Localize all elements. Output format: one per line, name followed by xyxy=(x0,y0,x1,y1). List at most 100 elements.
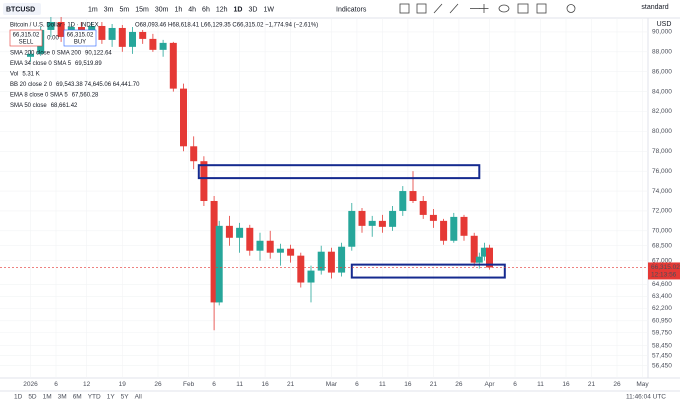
y-tick-label: 58,450 xyxy=(652,342,672,349)
candle-body xyxy=(169,42,177,89)
candle-body xyxy=(470,235,478,263)
x-tick-label: 26 xyxy=(154,381,162,388)
candle-body xyxy=(190,146,198,162)
symbol-box[interactable] xyxy=(3,3,41,15)
x-tick-label: Apr xyxy=(484,381,495,388)
candle-body xyxy=(108,27,116,40)
x-tick-label: 16 xyxy=(404,381,412,388)
candle-body xyxy=(47,22,55,30)
range-button[interactable]: 1D xyxy=(14,394,23,401)
timeframe[interactable]: 12h xyxy=(216,6,228,13)
plot xyxy=(0,17,648,378)
candle-body xyxy=(236,227,244,238)
candle-body xyxy=(246,227,254,251)
candle-body xyxy=(486,247,493,268)
candle-body xyxy=(215,225,223,303)
range-button[interactable]: All xyxy=(135,394,143,401)
range-button[interactable]: 6M xyxy=(73,394,82,401)
zone-box xyxy=(350,263,506,279)
drawing-tools xyxy=(399,3,576,14)
candle-body xyxy=(139,31,147,39)
range-button[interactable]: 1Y xyxy=(107,394,116,401)
y-tick-label: 84,000 xyxy=(652,88,672,95)
x-tick-label: 6 xyxy=(54,381,58,388)
indicators-button[interactable]: Indicators xyxy=(336,6,367,13)
range-button[interactable]: 5D xyxy=(28,394,37,401)
timeframe[interactable]: 3D xyxy=(248,6,257,13)
range-button[interactable]: 5Y xyxy=(121,394,130,401)
candle-body xyxy=(358,210,366,226)
price-tag: 66,315.02 xyxy=(651,264,680,271)
ohlc-readout: O68,093.46 H68,618.41 L66,129.35 C66,315… xyxy=(135,23,318,29)
indicator-name: EMA 8 close 0 SMA 5 xyxy=(10,93,68,99)
candle-body xyxy=(450,216,458,241)
indicator-reading: 67,560.28 xyxy=(72,93,99,99)
price-tag-box xyxy=(648,262,680,280)
x-tick-label: 26 xyxy=(613,381,621,388)
candle-body xyxy=(429,214,437,221)
candle-body xyxy=(210,200,218,303)
y-tick-label: 90,000 xyxy=(652,29,672,36)
timeframe-group: 1m 3m 5m 15m 30m 1h 4h 6h 12h 1D 3D 1W xyxy=(88,6,274,13)
x-tick-label: 6 xyxy=(212,381,216,388)
range-button[interactable]: YTD xyxy=(88,394,101,401)
symbol[interactable]: BTCUSD xyxy=(6,6,35,13)
x-tick-label: 2026 xyxy=(23,381,38,388)
y-tick-label: 64,600 xyxy=(652,281,672,288)
countdown: 12:13:56 xyxy=(651,272,677,279)
y-tick-label: 63,400 xyxy=(652,293,672,300)
timeframe[interactable]: 1h xyxy=(174,6,182,13)
layout-name[interactable]: standard xyxy=(641,4,668,11)
y-tick-label: 86,000 xyxy=(652,68,672,75)
candle-body xyxy=(307,270,315,283)
sell-price[interactable]: 66,315.02 xyxy=(13,33,40,39)
indicator-name: EMA 34 close 0 SMA 5 xyxy=(10,61,72,67)
indicator-reading: 69,543.38 74,645.06 64,441.70 xyxy=(56,82,140,88)
x-tick-label: 21 xyxy=(588,381,596,388)
legend: Bitcoin / U.S. Dollar · 1D · INDEX O68,0… xyxy=(9,23,318,109)
candle-body xyxy=(57,22,65,37)
indicator-name: SMA 200 close 0 SMA 200 xyxy=(10,51,82,57)
indicator-reading: 69,519.89 xyxy=(75,61,102,67)
candle-body xyxy=(368,220,376,226)
candle-body xyxy=(180,88,187,147)
timeframe[interactable]: 1D xyxy=(234,6,243,13)
indicator-name: Vol xyxy=(10,72,18,78)
candle-body xyxy=(389,210,397,227)
buy-box[interactable] xyxy=(63,29,97,47)
sell-label[interactable]: SELL xyxy=(19,40,34,46)
candle-body xyxy=(399,191,407,211)
chart-title: Bitcoin / U.S. Dollar · 1D · INDEX xyxy=(10,23,99,29)
y-tick-label: 56,450 xyxy=(652,362,672,369)
buy-price[interactable]: 66,315.02 xyxy=(67,33,94,39)
timeframe[interactable]: 5m xyxy=(119,6,129,13)
bottom-bar: 11:46:04 UTC 1D 5D 1M 3M 6M YTD 1Y 5Y All xyxy=(14,394,666,401)
buy-label[interactable]: BUY xyxy=(74,40,86,46)
indicator-name: BB 20 close 2 0 xyxy=(10,82,53,88)
y-tick-label: 60,950 xyxy=(652,318,672,325)
timeframe[interactable]: 30m xyxy=(155,6,169,13)
candle-body xyxy=(475,256,483,263)
y-tick-label: 70,000 xyxy=(652,228,672,235)
x-tick-label: 6 xyxy=(355,381,359,388)
x-tick-label: Mar xyxy=(326,381,338,388)
range-button[interactable]: 3M xyxy=(58,394,67,401)
timeframe[interactable]: 1m xyxy=(88,6,98,13)
timeframe[interactable]: 3m xyxy=(104,6,114,13)
range-button[interactable]: 1M xyxy=(43,394,52,401)
candle-body xyxy=(348,210,356,247)
x-tick-label: 26 xyxy=(455,381,463,388)
sell-box[interactable] xyxy=(9,29,43,47)
indicator-name: SMA 50 close xyxy=(10,103,47,109)
x-tick-label: 11 xyxy=(379,381,386,388)
candle-body xyxy=(287,248,295,256)
timeframe[interactable]: 15m xyxy=(135,6,149,13)
candle-body xyxy=(440,220,448,241)
y-tick-label: 80,000 xyxy=(652,128,672,135)
timeframe[interactable]: 6h xyxy=(202,6,210,13)
timeframe[interactable]: 1W xyxy=(263,6,274,13)
timeframe[interactable]: 4h xyxy=(188,6,196,13)
y-tick-label: 68,500 xyxy=(652,242,672,249)
x-tick-label: 11 xyxy=(537,381,544,388)
currency[interactable]: USD xyxy=(657,21,672,28)
